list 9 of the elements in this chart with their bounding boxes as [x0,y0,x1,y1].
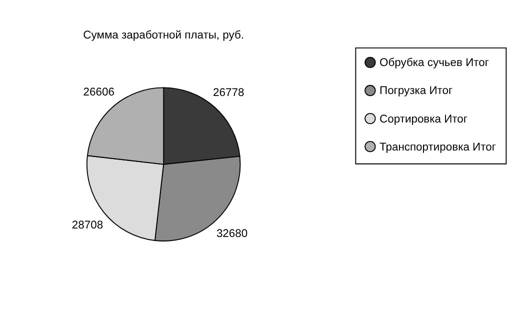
legend-label: Погрузка Итог [380,85,453,98]
legend-label: Сортировка Итог [380,113,468,126]
data-label: 28708 [72,220,104,232]
data-label: 32680 [216,228,248,240]
legend-label: Обрубка сучьев Итог [380,57,489,70]
chart-title: Сумма заработной платы, руб. [83,30,244,42]
data-label: 26778 [213,86,244,99]
data-label: 26606 [83,86,114,99]
legend-label: Транспортировка Итог [380,141,496,154]
